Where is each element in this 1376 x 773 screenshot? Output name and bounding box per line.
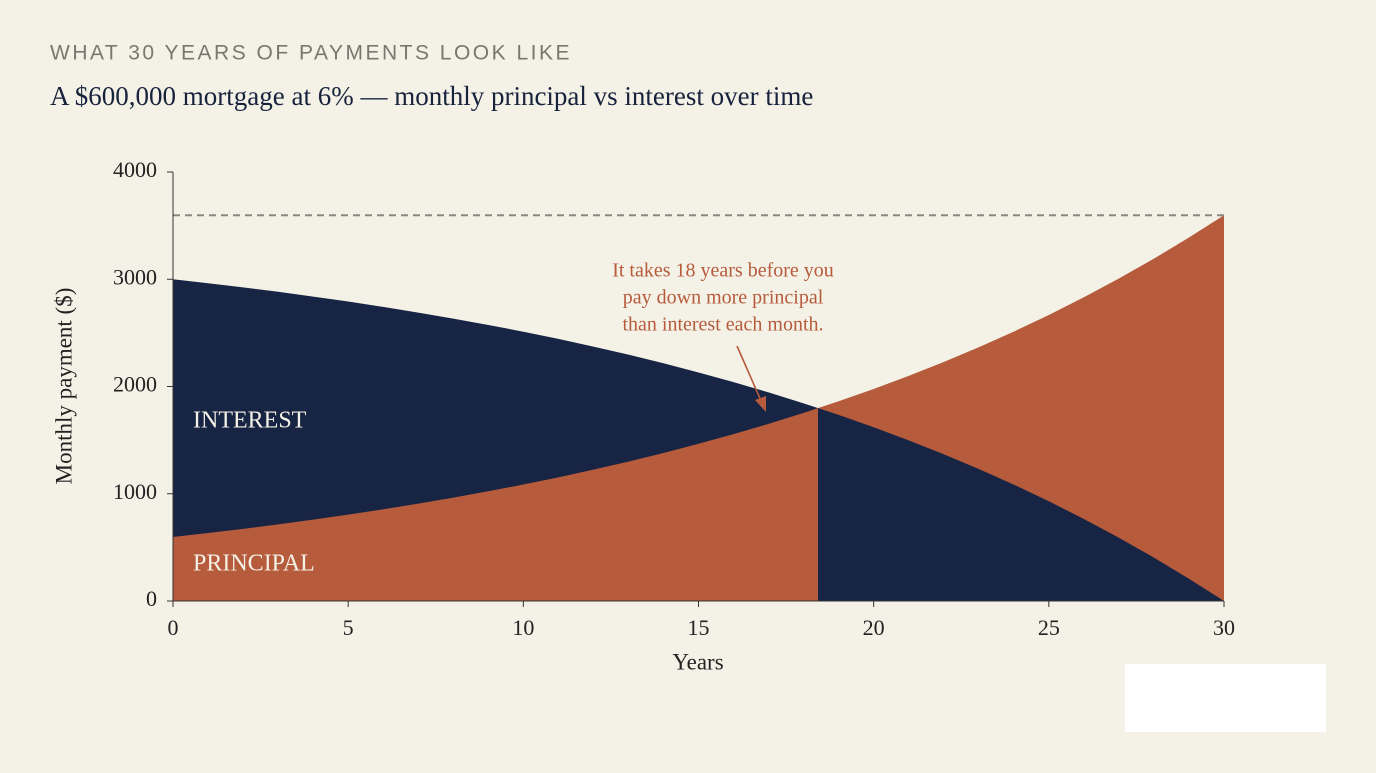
y-tick-label: 0 xyxy=(146,586,157,611)
eyebrow: WHAT 30 YEARS OF PAYMENTS LOOK LIKE xyxy=(50,42,572,65)
x-tick-label: 0 xyxy=(168,615,179,640)
x-tick-label: 10 xyxy=(512,615,534,640)
annotation-line: It takes 18 years before you xyxy=(612,260,834,282)
annotation-arrowhead xyxy=(755,396,766,412)
y-tick-label: 2000 xyxy=(113,372,157,397)
y-tick-label: 1000 xyxy=(113,479,157,504)
y-tick-label: 4000 xyxy=(113,157,157,182)
series-label: PRINCIPAL xyxy=(193,551,315,577)
chart-title: A $600,000 mortgage at 6% — monthly prin… xyxy=(50,81,813,111)
plot-area: 0 1000 2000 3000 4000 0 5 10 15 20 25 30 INTEREST PRI… xyxy=(113,157,1235,640)
x-tick-label: 5 xyxy=(343,615,354,640)
x-axis-label: Years xyxy=(672,649,723,674)
annotation-line: than interest each month. xyxy=(622,314,823,336)
series-label: INTEREST xyxy=(193,408,307,434)
annotation-line: pay down more principal xyxy=(623,287,824,309)
y-tick-label: 3000 xyxy=(113,264,157,289)
x-tick-label: 20 xyxy=(863,615,885,640)
x-tick-label: 30 xyxy=(1213,615,1235,640)
x-tick-label: 15 xyxy=(688,615,710,640)
annotation-arrow xyxy=(736,345,763,404)
y-axis-label: Monthly payment ($) xyxy=(51,288,76,485)
blank-box xyxy=(1125,664,1326,732)
x-tick-label: 25 xyxy=(1038,615,1060,640)
principal-area-front xyxy=(173,408,819,601)
